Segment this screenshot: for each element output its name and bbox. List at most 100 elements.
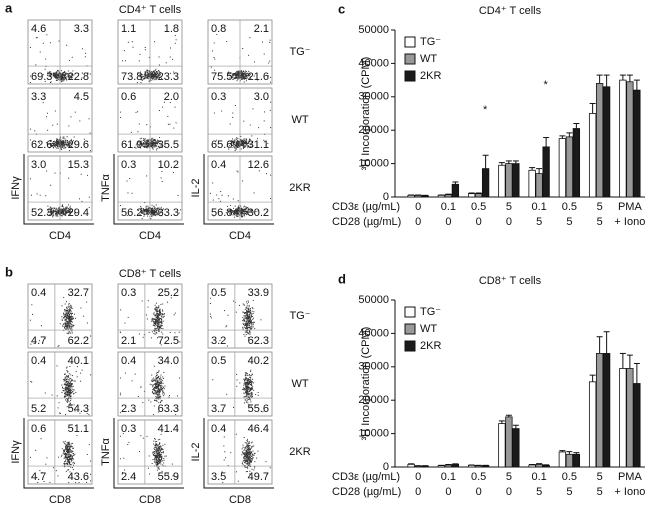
dot [67, 382, 69, 384]
dot [270, 127, 272, 129]
dot [64, 214, 66, 216]
dot [67, 400, 69, 402]
dot [58, 214, 60, 216]
dot [245, 77, 247, 79]
dot [158, 323, 160, 325]
dot [67, 388, 69, 390]
dot [239, 382, 241, 384]
dot [159, 460, 161, 462]
dot [157, 389, 159, 391]
dot [69, 205, 71, 207]
dot [245, 390, 247, 392]
flow-plot: 0.5 40.23.7 55.6 [207, 351, 273, 417]
dot [69, 457, 71, 459]
y-tick-label: 0 [383, 191, 389, 203]
dot [70, 320, 72, 322]
dot [234, 104, 236, 106]
dot [243, 320, 245, 322]
dot [52, 124, 54, 126]
dot [252, 308, 254, 310]
quadrant-value: 34.0 [158, 355, 179, 367]
dot [57, 69, 59, 71]
dot [154, 385, 156, 387]
dot [241, 140, 243, 142]
dot [143, 138, 145, 140]
dot [244, 319, 246, 321]
dot [154, 386, 156, 388]
dot [162, 388, 164, 390]
dot [248, 388, 250, 390]
dot [252, 318, 254, 320]
dot [57, 346, 59, 348]
dot [64, 147, 66, 149]
dot [63, 73, 65, 75]
dot [63, 210, 65, 212]
dot [249, 470, 251, 472]
dot [147, 205, 149, 207]
dot [141, 210, 143, 212]
dot [71, 56, 73, 58]
dot [137, 131, 139, 133]
dot [179, 341, 181, 343]
dot [248, 456, 250, 458]
dot [152, 453, 154, 455]
dot [229, 74, 231, 76]
dot [251, 322, 253, 324]
dot [156, 386, 158, 388]
dot [62, 387, 64, 389]
dot [156, 72, 158, 74]
dot [124, 469, 126, 471]
dot [253, 321, 255, 323]
dot [157, 315, 159, 317]
dot [246, 325, 248, 327]
dot [258, 127, 260, 129]
dot [231, 75, 233, 77]
dot [155, 310, 157, 312]
dot [244, 145, 246, 147]
dot [59, 412, 61, 414]
dot [63, 453, 65, 455]
dot [67, 383, 69, 385]
dot [154, 399, 156, 401]
dot [152, 325, 154, 327]
dot [66, 406, 68, 408]
dot [120, 309, 122, 311]
dot [151, 213, 153, 215]
dot [64, 383, 66, 385]
dot [66, 144, 68, 146]
dot [165, 455, 167, 457]
dot [243, 208, 245, 210]
dot [30, 381, 32, 383]
quadrant-value: 55.6 [248, 403, 269, 415]
dot [161, 389, 163, 391]
dot [224, 310, 226, 312]
dot [65, 470, 67, 472]
dot [158, 458, 160, 460]
dot [159, 71, 161, 73]
dot [146, 147, 148, 149]
dot [64, 78, 66, 80]
dot [247, 213, 249, 215]
dot [66, 443, 68, 445]
dot [155, 397, 157, 399]
dot [160, 206, 162, 208]
dot [171, 463, 173, 465]
dot [234, 147, 236, 149]
dot [250, 321, 252, 323]
dot [61, 210, 63, 212]
dot [243, 383, 245, 385]
dot [250, 461, 252, 463]
dot [157, 453, 159, 455]
dot [72, 318, 74, 320]
dot [160, 215, 162, 217]
dot [152, 388, 154, 390]
dot [241, 73, 243, 75]
dot [145, 210, 147, 212]
dot [65, 386, 67, 388]
dot [71, 450, 73, 452]
dot [153, 74, 155, 76]
dot [158, 455, 160, 457]
dot [162, 333, 164, 335]
dot [159, 312, 161, 314]
quadrant-value: 35.5 [158, 139, 179, 151]
